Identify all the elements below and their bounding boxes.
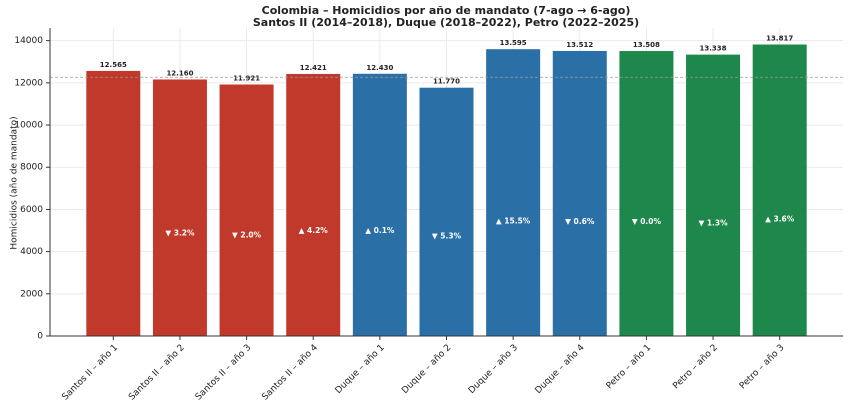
bar [686, 54, 741, 336]
change-label: ▼ 1.3% [698, 218, 728, 227]
bar [619, 51, 674, 336]
change-label: ▼ 2.0% [232, 230, 262, 239]
chart-subtitle: Santos II (2014–2018), Duque (2018–2022)… [253, 16, 639, 29]
x-tick-label: Santos II – año 3 [194, 343, 254, 402]
y-axis-label: Homicidios (año de mandato) [10, 116, 20, 249]
x-tick-label: Petro – año 3 [738, 343, 787, 392]
value-label: 12.160 [166, 69, 193, 77]
x-tick-label: Duque – año 4 [534, 343, 587, 396]
bar [286, 73, 341, 336]
change-label: ▲ 15.5% [496, 216, 531, 225]
change-label: ▼ 5.3% [432, 232, 462, 241]
x-tick-label: Santos II – año 1 [61, 343, 121, 402]
change-label: ▲ 3.6% [765, 214, 795, 223]
y-tick-label: 6000 [20, 205, 43, 215]
value-label: 13.595 [500, 39, 527, 47]
value-label: 11.770 [433, 78, 460, 86]
bar [86, 70, 141, 336]
bar [752, 44, 807, 337]
y-tick-label: 4000 [20, 247, 43, 257]
value-label: 11.921 [233, 75, 260, 83]
x-tick-label: Duque – año 1 [334, 343, 387, 396]
value-label: 13.338 [700, 45, 727, 53]
x-tick-label: Duque – año 2 [400, 343, 453, 396]
bar [352, 73, 407, 337]
x-tick-label: Petro – año 1 [605, 343, 654, 392]
y-tick-label: 8000 [20, 163, 43, 173]
x-tick-label: Duque – año 3 [467, 343, 520, 396]
y-tick-label: 12000 [14, 78, 43, 88]
change-label: ▲ 0.1% [365, 226, 395, 235]
value-label: 13.508 [633, 41, 660, 49]
bar [486, 49, 541, 337]
y-tick-label: 2000 [20, 289, 43, 299]
bar [419, 87, 474, 336]
x-tick-label: Santos II – año 4 [260, 343, 320, 402]
chart-title: Colombia – Homicidios por año de mandato… [262, 4, 631, 17]
value-label: 13.817 [766, 35, 793, 43]
change-label: ▼ 3.2% [165, 228, 195, 237]
bar [152, 79, 207, 337]
change-label: ▼ 0.6% [565, 217, 595, 226]
value-label: 12.421 [300, 64, 327, 72]
y-tick-label: 0 [37, 332, 43, 342]
x-tick-label: Petro – año 2 [671, 343, 720, 392]
bar [552, 50, 607, 336]
change-label: ▲ 4.2% [299, 226, 329, 235]
change-label: ▼ 0.0% [632, 217, 662, 226]
value-label: 12.565 [100, 61, 127, 69]
y-tick-label: 14000 [14, 36, 43, 46]
y-tick-label: 10000 [14, 121, 43, 131]
value-label: 13.512 [566, 41, 593, 49]
x-tick-label: Santos II – año 2 [127, 343, 187, 402]
value-label: 12.430 [366, 64, 393, 72]
bar [219, 84, 274, 336]
